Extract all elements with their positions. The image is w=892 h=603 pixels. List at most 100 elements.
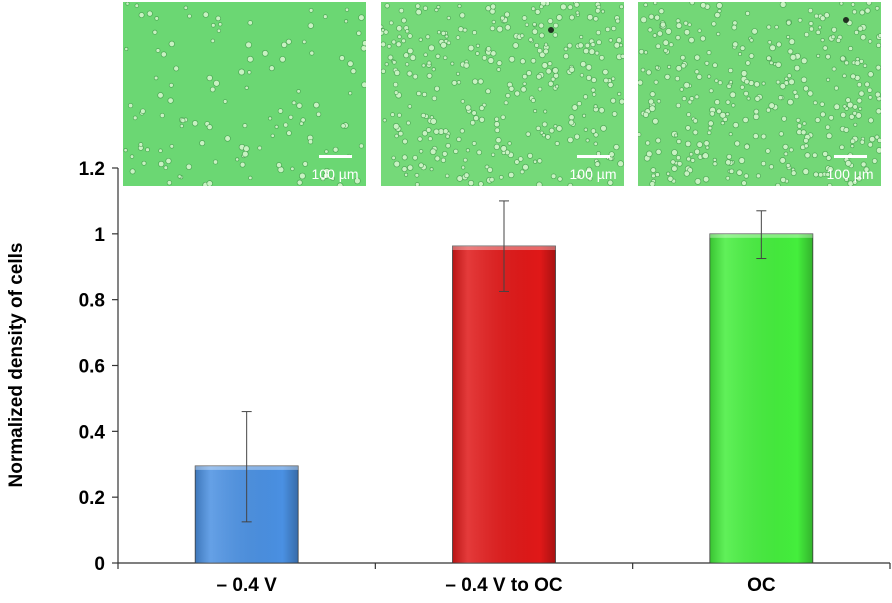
cell: [456, 80, 462, 85]
cell: [476, 149, 482, 156]
cell: [660, 21, 666, 28]
cell: [825, 132, 833, 140]
cell: [426, 72, 433, 79]
cell: [694, 94, 700, 100]
cell: [674, 75, 681, 82]
cell: [707, 74, 712, 79]
cell: [428, 44, 435, 52]
cell: [344, 7, 350, 12]
cell: [426, 60, 432, 66]
cell: [825, 172, 831, 177]
cell: [545, 68, 552, 75]
cell: [654, 65, 660, 70]
cell: [760, 133, 767, 140]
cell: [743, 78, 750, 85]
cell: [860, 161, 867, 168]
cell: [276, 162, 282, 169]
cell: [842, 73, 847, 79]
cell: [876, 42, 881, 48]
cell: [748, 53, 755, 59]
cell: [608, 151, 615, 158]
cell: [867, 117, 874, 124]
cell: [401, 38, 406, 44]
cell: [595, 8, 601, 14]
cell: [490, 50, 497, 57]
cell: [729, 91, 737, 99]
cell: [522, 81, 527, 86]
cell: [768, 164, 774, 170]
cell: [554, 84, 560, 89]
cell: [134, 3, 139, 8]
cell: [694, 69, 700, 75]
debris: [843, 17, 849, 23]
cell: [874, 6, 880, 11]
cell: [153, 75, 159, 81]
cell: [283, 122, 289, 128]
cell: [867, 142, 874, 148]
cell: [463, 172, 470, 179]
cell: [392, 60, 397, 65]
cell: [429, 148, 437, 156]
cell: [392, 81, 399, 88]
scale-bar: [834, 155, 867, 158]
cell: [531, 28, 538, 35]
cell: [793, 64, 801, 72]
cell: [396, 25, 403, 32]
cell: [571, 104, 578, 111]
cell: [158, 148, 163, 153]
cell: [732, 20, 738, 26]
cell: [577, 42, 584, 49]
cell: [281, 41, 288, 48]
cell: [168, 40, 175, 48]
cell: [675, 22, 683, 29]
micrograph-minus-0.4v: 100 µm: [123, 2, 366, 186]
y-tick-label: 0.6: [79, 357, 105, 378]
cell: [680, 63, 687, 69]
cell: [138, 142, 144, 147]
cell: [508, 56, 516, 63]
cell: [716, 31, 721, 37]
cell: [491, 19, 496, 25]
cell: [867, 87, 873, 93]
cell: [649, 181, 656, 186]
cell: [717, 8, 722, 14]
cell: [638, 79, 644, 86]
y-tick-label: 1: [94, 225, 105, 246]
cell: [407, 104, 412, 109]
cell: [874, 134, 880, 140]
cell: [662, 39, 669, 46]
cell: [788, 147, 794, 153]
cell: [567, 4, 574, 11]
cell: [675, 18, 681, 24]
cell: [738, 157, 746, 164]
cell: [583, 127, 588, 132]
cell: [574, 133, 580, 140]
cell: [463, 62, 470, 69]
cell: [187, 13, 192, 19]
cell: [664, 73, 671, 80]
cell: [752, 133, 759, 140]
cell: [433, 128, 440, 135]
cell: [807, 7, 814, 14]
cell: [787, 48, 794, 55]
cell: [803, 137, 809, 144]
cell: [390, 112, 395, 117]
cell: [687, 22, 692, 27]
cell: [285, 38, 292, 45]
cell: [668, 42, 674, 48]
cell: [706, 130, 712, 136]
scale-bar-label: 100 µm: [570, 166, 617, 182]
cell: [808, 21, 814, 26]
cell: [611, 76, 616, 81]
cell: [538, 32, 545, 39]
cell: [557, 176, 563, 182]
cell: [579, 73, 585, 78]
cell: [607, 81, 614, 88]
cell: [860, 34, 867, 41]
cell: [242, 150, 249, 158]
cell: [138, 12, 145, 19]
cell: [766, 24, 772, 30]
cell: [418, 162, 424, 169]
cell: [206, 74, 213, 82]
